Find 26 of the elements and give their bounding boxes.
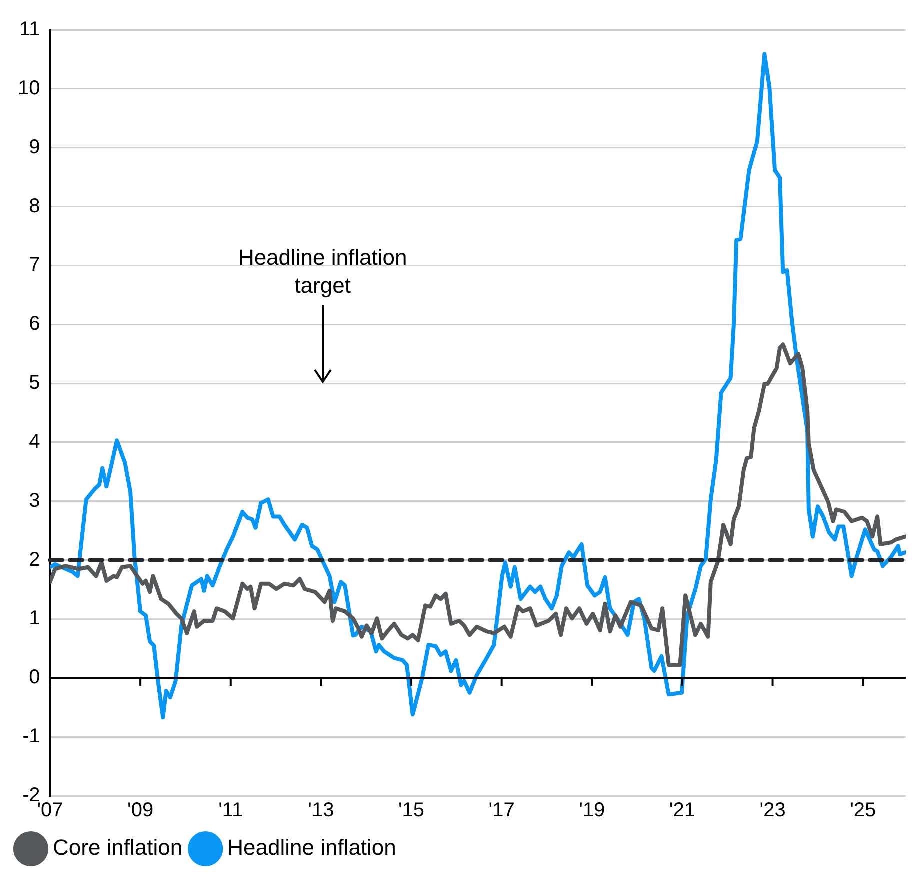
legend-label: Headline inflation <box>228 835 396 860</box>
annotation: Headline inflation target <box>237 244 408 300</box>
x-tick-label: '15 <box>398 800 425 822</box>
y-tick-label: -1 <box>22 726 40 748</box>
y-tick-label: 4 <box>29 430 40 453</box>
x-tick-label: '23 <box>760 800 786 822</box>
legend-label: Core inflation <box>53 835 183 860</box>
y-tick-label: 8 <box>29 195 40 218</box>
x-tick-label: '07 <box>37 800 64 822</box>
y-tick-label: 0 <box>29 666 40 689</box>
x-tick-label: '17 <box>488 800 515 822</box>
y-tick-label: 3 <box>29 490 40 512</box>
y-tick-label: 9 <box>29 136 40 158</box>
x-tick-label: '21 <box>669 800 696 822</box>
x-tick-label: '13 <box>308 800 334 822</box>
y-tick-label: 10 <box>18 77 40 100</box>
x-tick-label: '11 <box>218 800 244 822</box>
x-tick-label: '25 <box>850 800 876 822</box>
y-tick-label: 2 <box>29 548 40 571</box>
x-tick-label: '19 <box>579 800 606 822</box>
y-tick-label: 6 <box>29 313 40 336</box>
x-tick-label: '09 <box>128 800 154 822</box>
y-tick-label: 11 <box>19 18 40 41</box>
y-tick-label: 7 <box>29 254 40 276</box>
y-tick-label: 1 <box>29 608 40 630</box>
y-tick-label: 5 <box>29 372 40 394</box>
